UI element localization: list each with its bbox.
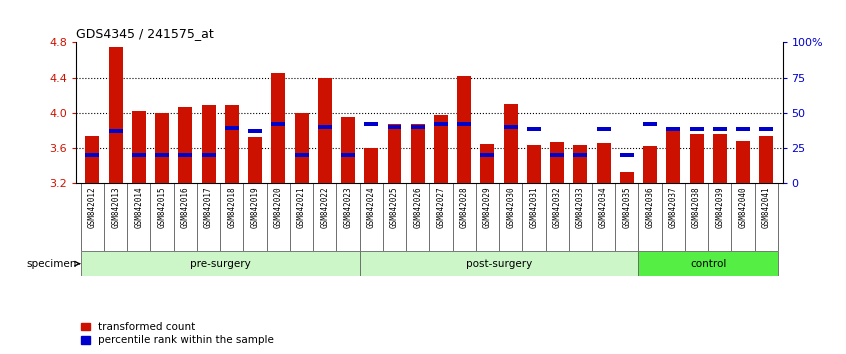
Text: GSM842021: GSM842021 <box>297 186 306 228</box>
Text: GSM842033: GSM842033 <box>576 186 585 228</box>
Bar <box>689 135 704 183</box>
Bar <box>155 153 169 156</box>
Text: GSM842040: GSM842040 <box>739 186 748 228</box>
Text: GSM842028: GSM842028 <box>459 186 469 228</box>
Bar <box>365 148 378 183</box>
Bar <box>341 153 355 156</box>
Text: GDS4345 / 241575_at: GDS4345 / 241575_at <box>76 27 214 40</box>
Bar <box>574 145 587 183</box>
Bar <box>85 153 99 156</box>
Text: GSM842020: GSM842020 <box>274 186 283 228</box>
Text: GSM842024: GSM842024 <box>367 186 376 228</box>
Bar <box>318 125 332 129</box>
Text: post-surgery: post-surgery <box>466 259 532 269</box>
Text: GSM842036: GSM842036 <box>645 186 655 228</box>
Bar <box>643 146 657 183</box>
Bar <box>132 111 146 183</box>
Bar <box>248 129 262 133</box>
Bar <box>736 127 750 131</box>
Bar <box>620 172 634 183</box>
Text: GSM842030: GSM842030 <box>506 186 515 228</box>
Bar <box>201 153 216 156</box>
Bar <box>596 143 611 183</box>
Bar <box>108 129 123 133</box>
Bar <box>248 137 262 183</box>
Bar <box>643 122 657 126</box>
Bar <box>620 153 634 156</box>
Legend: transformed count, percentile rank within the sample: transformed count, percentile rank withi… <box>81 322 274 345</box>
Text: GSM842013: GSM842013 <box>111 186 120 228</box>
Bar <box>318 78 332 183</box>
Bar <box>596 127 611 131</box>
Bar <box>527 127 541 131</box>
Bar <box>481 144 494 183</box>
Bar <box>503 104 518 183</box>
Bar <box>550 153 564 156</box>
Text: GSM842032: GSM842032 <box>552 186 562 228</box>
Bar <box>411 124 425 183</box>
Text: GSM842026: GSM842026 <box>413 186 422 228</box>
Bar <box>179 153 192 156</box>
Bar <box>550 142 564 183</box>
Bar <box>457 122 471 126</box>
Bar <box>272 73 285 183</box>
Bar <box>294 153 309 156</box>
Bar <box>736 141 750 183</box>
Bar <box>108 47 123 183</box>
Bar <box>225 126 239 130</box>
Text: GSM842022: GSM842022 <box>321 186 329 228</box>
Bar <box>713 135 727 183</box>
Text: GSM842025: GSM842025 <box>390 186 399 228</box>
Text: GSM842023: GSM842023 <box>343 186 353 228</box>
Text: GSM842041: GSM842041 <box>761 186 771 228</box>
Bar <box>760 127 773 131</box>
Bar <box>387 125 402 129</box>
Bar <box>85 136 99 183</box>
Text: GSM842039: GSM842039 <box>716 186 724 228</box>
Bar <box>574 153 587 156</box>
Text: GSM842037: GSM842037 <box>669 186 678 228</box>
Text: GSM842018: GSM842018 <box>228 186 236 228</box>
Bar <box>527 145 541 183</box>
Text: GSM842029: GSM842029 <box>483 186 492 228</box>
Bar <box>760 136 773 183</box>
FancyBboxPatch shape <box>80 251 360 276</box>
Bar <box>503 125 518 129</box>
Text: GSM842027: GSM842027 <box>437 186 446 228</box>
Bar <box>201 105 216 183</box>
Text: GSM842014: GSM842014 <box>135 186 143 228</box>
Bar <box>155 113 169 183</box>
Bar <box>179 107 192 183</box>
Text: GSM842016: GSM842016 <box>181 186 190 228</box>
Text: GSM842012: GSM842012 <box>88 186 97 228</box>
Bar <box>667 127 680 183</box>
Bar <box>225 105 239 183</box>
Bar <box>272 122 285 126</box>
FancyBboxPatch shape <box>360 251 639 276</box>
Bar <box>365 122 378 126</box>
Bar <box>294 113 309 183</box>
Bar <box>713 127 727 131</box>
Text: GSM842019: GSM842019 <box>250 186 260 228</box>
Bar <box>481 153 494 156</box>
Text: GSM842038: GSM842038 <box>692 186 701 228</box>
Bar <box>434 122 448 126</box>
Bar <box>667 127 680 131</box>
Bar <box>457 76 471 183</box>
Bar <box>689 127 704 131</box>
Text: control: control <box>690 259 727 269</box>
Text: GSM842017: GSM842017 <box>204 186 213 228</box>
FancyBboxPatch shape <box>639 251 778 276</box>
Text: pre-surgery: pre-surgery <box>190 259 250 269</box>
Bar <box>387 124 402 183</box>
Bar <box>411 125 425 129</box>
Text: GSM842035: GSM842035 <box>623 186 631 228</box>
Text: specimen: specimen <box>26 259 80 269</box>
Text: GSM842015: GSM842015 <box>157 186 167 228</box>
Bar <box>434 115 448 183</box>
Bar <box>132 153 146 156</box>
Text: GSM842031: GSM842031 <box>530 186 538 228</box>
Text: GSM842034: GSM842034 <box>599 186 608 228</box>
Bar <box>341 117 355 183</box>
